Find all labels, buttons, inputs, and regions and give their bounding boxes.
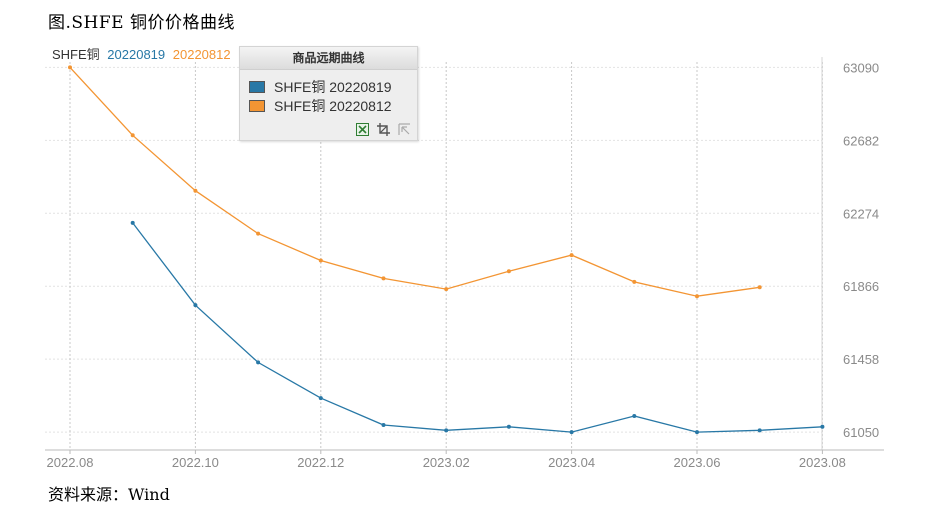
legend-toolbar	[356, 123, 411, 136]
chart-grid	[45, 62, 823, 450]
data-point	[130, 133, 135, 138]
legend-title: 商品远期曲线	[240, 47, 417, 70]
legend-item-20220819[interactable]: SHFE铜 20220819	[249, 79, 392, 95]
page-title: 图.SHFE 铜价价格曲线	[48, 13, 235, 33]
data-point	[632, 279, 637, 284]
y-tick-label: 62274	[843, 206, 879, 221]
data-point	[381, 422, 386, 427]
y-tick-label: 61458	[843, 352, 879, 367]
data-point	[506, 424, 511, 429]
data-point	[444, 287, 449, 292]
data-point	[757, 285, 762, 290]
data-point	[193, 188, 198, 193]
x-tick-label: 2022.08	[47, 455, 94, 470]
x-tick-label: 2023.06	[674, 455, 721, 470]
series-header-label-2: 20220812	[173, 47, 231, 62]
data-point	[569, 430, 574, 435]
series-header-label-1: 20220819	[107, 47, 165, 62]
data-point	[256, 231, 261, 236]
legend-label: SHFE铜 20220819	[274, 79, 392, 95]
y-tick-label: 62682	[843, 133, 879, 148]
select-icon[interactable]	[398, 123, 411, 136]
legend-swatch-blue	[249, 81, 265, 93]
chart-axes: 61050 61458 61866 62274 62682 63090 2022.08 202…	[45, 57, 884, 470]
chart-series	[68, 65, 825, 435]
data-point	[130, 220, 135, 225]
y-tick-label: 63090	[843, 60, 879, 75]
data-point	[318, 396, 323, 401]
legend-label: SHFE铜 20220812	[274, 98, 392, 114]
source-note: 资料来源：Wind	[48, 485, 170, 504]
crop-icon[interactable]	[377, 123, 390, 136]
data-point	[68, 65, 72, 70]
data-point	[632, 414, 637, 419]
data-point	[569, 253, 574, 258]
x-tick-label: 2022.12	[297, 455, 344, 470]
data-point	[695, 430, 699, 435]
x-tick-label: 2023.04	[548, 455, 595, 470]
legend-panel[interactable]: 商品远期曲线 SHFE铜 20220819 SHFE铜 20220812	[239, 46, 418, 141]
data-point	[381, 276, 386, 281]
data-point	[193, 303, 198, 308]
x-tick-label: 2022.10	[172, 455, 219, 470]
series-line-1	[132, 222, 823, 433]
data-point	[256, 360, 261, 365]
series-line-2	[69, 66, 760, 297]
data-point	[318, 258, 323, 263]
legend-swatch-orange	[249, 100, 265, 112]
series-header: SHFE铜 20220819 20220812	[52, 47, 231, 62]
y-tick-label: 61866	[843, 279, 879, 294]
data-point	[820, 424, 825, 429]
y-tick-label: 61050	[843, 425, 879, 440]
series-header-prefix: SHFE铜	[52, 47, 100, 62]
data-point	[506, 269, 511, 274]
x-tick-label: 2023.02	[423, 455, 470, 470]
data-point	[695, 294, 699, 299]
legend-item-20220812[interactable]: SHFE铜 20220812	[249, 98, 392, 114]
data-point	[444, 428, 449, 433]
x-tick-label: 2023.08	[799, 455, 846, 470]
data-point	[757, 428, 762, 433]
excel-export-icon[interactable]	[356, 123, 369, 136]
